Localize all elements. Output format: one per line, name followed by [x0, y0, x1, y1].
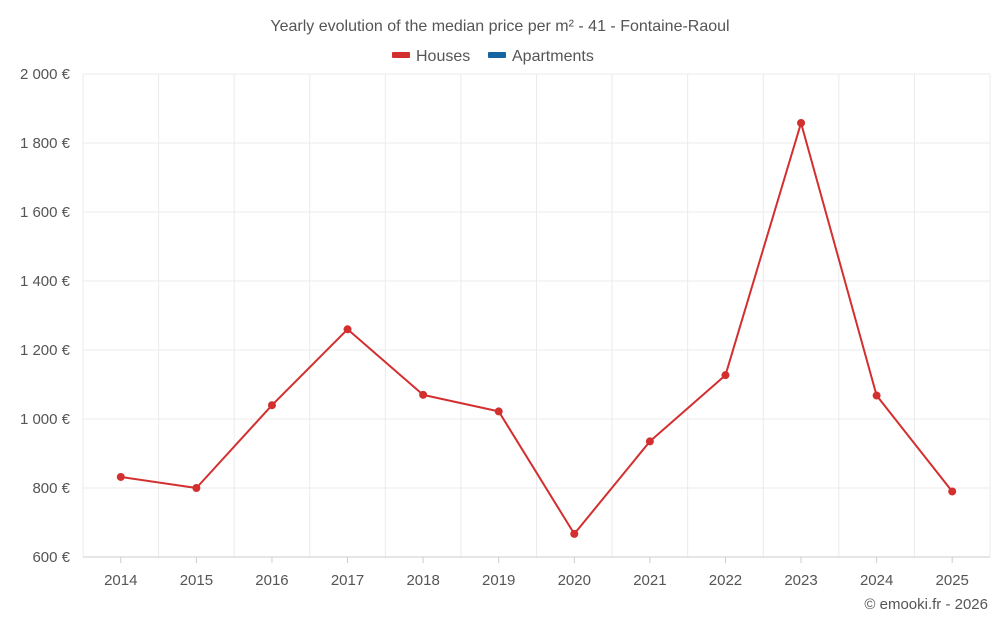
data-point-2024[interactable]	[872, 391, 881, 400]
data-point-2022[interactable]	[721, 371, 730, 380]
y-tick-label: 1 600 €	[20, 204, 71, 221]
y-tick-label: 800 €	[32, 480, 70, 497]
x-tick-label: 2020	[558, 572, 591, 589]
x-axis: 2014 2015 2016 2017 2018 2019 2020 2021 2022 2023…	[83, 556, 990, 589]
legend-swatch	[392, 52, 410, 58]
x-tick-label: 2014	[104, 572, 137, 589]
y-tick-label: 1 400 €	[20, 273, 71, 290]
data-point-2017[interactable]	[343, 325, 352, 334]
data-point-2020[interactable]	[570, 529, 579, 538]
y-axis: 600 € 800 € 1 000 € 1 200 € 1 400 € 1 600 € 1 …	[20, 66, 71, 566]
data-point-2014[interactable]	[116, 472, 125, 481]
y-tick-label: 2 000 €	[20, 66, 71, 83]
credit-text: © emooki.fr - 2026	[864, 596, 988, 613]
data-point-2018[interactable]	[419, 390, 428, 399]
x-tick-label: 2025	[936, 572, 969, 589]
x-tick-label: 2019	[482, 572, 515, 589]
x-tick-label: 2022	[709, 572, 742, 589]
legend-label: Apartments	[512, 48, 594, 65]
x-tick-label: 2015	[180, 572, 213, 589]
series-layer	[116, 118, 957, 538]
data-point-2019[interactable]	[494, 407, 503, 416]
legend: Houses Apartments	[392, 48, 594, 65]
legend-item-apartments[interactable]: Apartments	[488, 48, 594, 65]
y-tick-label: 600 €	[32, 549, 70, 566]
series-line-houses	[120, 121, 953, 535]
gridlines	[82, 73, 991, 558]
data-point-2023[interactable]	[797, 118, 806, 127]
x-tick-label: 2016	[255, 572, 288, 589]
x-tick-label: 2017	[331, 572, 364, 589]
x-tick-label: 2024	[860, 572, 893, 589]
legend-item-houses[interactable]: Houses	[392, 48, 470, 65]
data-point-2021[interactable]	[645, 437, 654, 446]
y-tick-label: 1 800 €	[20, 135, 71, 152]
legend-label: Houses	[416, 48, 470, 65]
data-point-2015[interactable]	[192, 484, 201, 492]
x-tick-label: 2021	[633, 572, 666, 589]
legend-swatch	[488, 52, 506, 58]
x-tick-label: 2023	[784, 572, 817, 589]
data-point-2025[interactable]	[948, 487, 957, 496]
chart-title: Yearly evolution of the median price per…	[270, 18, 729, 35]
y-tick-label: 1 200 €	[20, 342, 71, 359]
x-tick-label: 2018	[406, 572, 439, 589]
data-point-2016[interactable]	[267, 401, 276, 410]
y-tick-label: 1 000 €	[20, 411, 71, 428]
